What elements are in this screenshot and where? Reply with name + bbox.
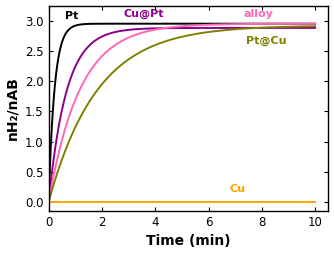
Y-axis label: nH₂/nAB: nH₂/nAB [6,76,20,140]
Text: Cu@Pt: Cu@Pt [123,9,164,20]
Text: Pt: Pt [64,11,78,21]
Text: alloy: alloy [243,9,273,20]
X-axis label: Time (min): Time (min) [146,234,231,248]
Text: Pt@Cu: Pt@Cu [246,36,286,46]
Text: Cu: Cu [230,184,246,194]
